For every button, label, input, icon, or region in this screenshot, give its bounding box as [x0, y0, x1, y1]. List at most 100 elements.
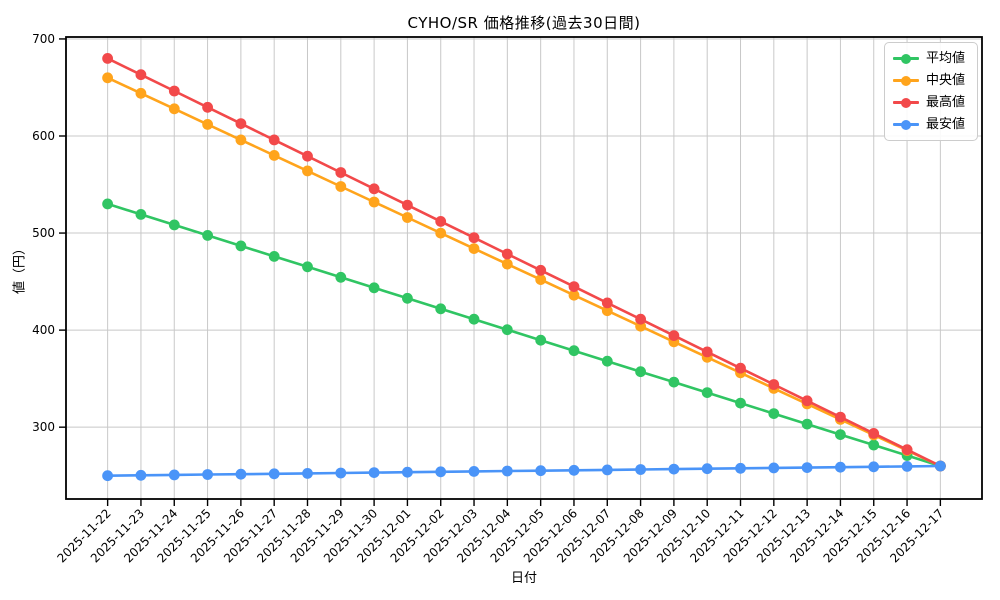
data-point-max [102, 53, 113, 64]
data-point-min [235, 468, 247, 480]
legend-item-max: 最高値 [893, 93, 969, 112]
chart-legend: 平均値中央値最高値最安値 [884, 42, 978, 141]
data-point-max [668, 330, 680, 341]
data-point-average [735, 397, 746, 409]
data-point-max [801, 395, 813, 407]
data-point-average [302, 261, 313, 273]
data-point-average [435, 303, 447, 315]
x-axis-label: 日付 [510, 571, 538, 586]
data-point-min [302, 468, 313, 479]
y-tick-label: 400 [32, 323, 55, 337]
data-point-min [635, 464, 646, 475]
data-point-max [535, 264, 547, 276]
legend-label-median: 中央値 [926, 73, 966, 88]
data-point-median [501, 258, 513, 270]
legend-item-median: 中央値 [893, 71, 969, 90]
tick-marks [59, 38, 942, 506]
data-point-max [635, 313, 646, 325]
y-tick-label: 700 [32, 32, 55, 46]
y-tick-label: 300 [32, 420, 55, 434]
legend-marker-median [893, 75, 919, 86]
data-point-max [435, 216, 447, 227]
series-median [102, 72, 946, 472]
y-tick-label: 600 [32, 129, 55, 143]
data-point-max [901, 444, 913, 456]
data-point-average [501, 324, 513, 336]
data-point-min [402, 466, 413, 478]
legend-label-max: 最高値 [926, 95, 966, 110]
legend-item-min: 最安値 [893, 115, 969, 134]
data-point-max [835, 411, 846, 423]
data-point-median [601, 305, 613, 317]
plot-frame [65, 36, 983, 500]
data-point-min [935, 460, 946, 472]
data-point-median [468, 243, 480, 255]
legend-dot-average [901, 53, 911, 64]
data-point-min [435, 466, 447, 478]
data-point-average [868, 439, 880, 451]
tick-labels: 3004005006007002025-11-222025-11-232025-… [32, 32, 946, 566]
data-point-median [168, 103, 180, 115]
data-point-max [568, 281, 580, 292]
data-point-max [335, 167, 347, 178]
data-point-average [368, 282, 380, 294]
data-point-min [535, 465, 547, 477]
data-point-average [402, 292, 413, 304]
data-point-min [868, 461, 880, 473]
data-point-max [868, 428, 880, 439]
data-point-min [268, 468, 280, 480]
series-average [102, 198, 946, 472]
data-point-min [701, 463, 713, 475]
data-point-min [835, 461, 846, 473]
data-point-max [402, 199, 413, 211]
data-point-average [668, 376, 680, 388]
data-point-average [568, 345, 580, 357]
data-point-min [468, 466, 480, 477]
series-min [102, 460, 946, 482]
data-point-median [568, 289, 580, 301]
legend-item-average: 平均値 [893, 49, 969, 68]
data-point-median [135, 87, 147, 99]
data-point-median [402, 212, 413, 223]
data-point-median [368, 196, 380, 208]
legend-dot-max [901, 97, 911, 108]
data-point-min [801, 462, 813, 473]
data-point-median [102, 72, 113, 84]
data-point-max [302, 150, 313, 162]
data-point-min [135, 469, 147, 481]
y-tick-label: 500 [32, 226, 55, 240]
legend-label-average: 平均値 [926, 51, 966, 66]
data-point-min [202, 469, 214, 480]
data-point-median [202, 119, 214, 130]
legend-marker-min [893, 119, 919, 130]
data-point-max [368, 183, 380, 195]
legend-dot-min [901, 119, 911, 130]
series-line-min [106, 464, 942, 477]
legend-marker-max [893, 97, 919, 108]
data-point-median [535, 274, 547, 285]
data-point-max [235, 118, 247, 129]
data-point-max [601, 297, 613, 309]
data-point-max [268, 134, 280, 146]
data-point-average [235, 240, 247, 252]
data-point-average [701, 387, 713, 398]
data-point-average [835, 429, 846, 440]
chart-title: CYHO/SR 価格推移(過去30日間) [407, 14, 641, 32]
data-point-min [368, 467, 380, 478]
series-line-median [106, 76, 942, 468]
data-point-median [268, 150, 280, 161]
data-point-max [135, 69, 147, 81]
data-point-max [701, 346, 713, 358]
data-point-average [535, 334, 547, 346]
data-point-min [668, 463, 680, 475]
data-point-average [102, 198, 113, 210]
data-point-max [735, 362, 746, 374]
y-axis-label: 値（円） [12, 241, 28, 295]
data-point-median [235, 134, 247, 146]
legend-marker-average [893, 53, 919, 64]
data-point-max [168, 85, 180, 97]
data-point-average [202, 230, 214, 241]
data-point-min [102, 470, 113, 482]
